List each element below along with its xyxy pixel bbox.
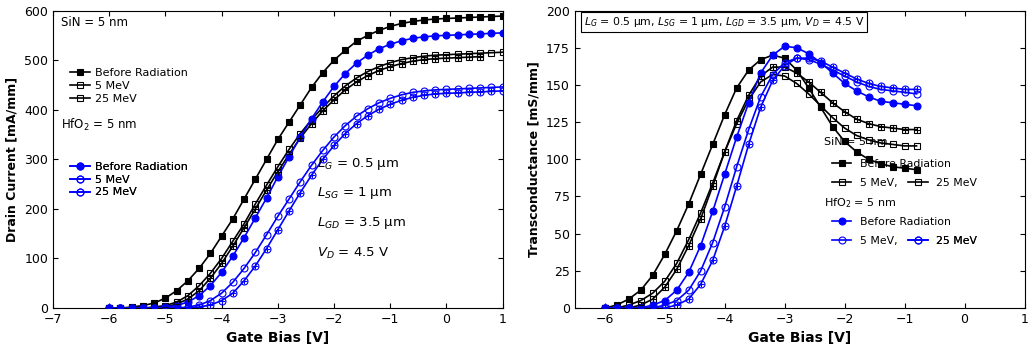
X-axis label: Gate Bias [V]: Gate Bias [V]: [226, 331, 330, 345]
Text: HfO$_2$ = 5 nm: HfO$_2$ = 5 nm: [824, 197, 896, 210]
Text: $L_G$ = 0.5 μm: $L_G$ = 0.5 μm: [317, 156, 399, 172]
Legend: 25 MeV: 25 MeV: [904, 232, 982, 250]
Text: $L_{GD}$ = 3.5 μm: $L_{GD}$ = 3.5 μm: [317, 215, 406, 231]
Text: $V_D$ = 4.5 V: $V_D$ = 4.5 V: [317, 246, 390, 261]
Text: $L_{SG}$ = 1 μm: $L_{SG}$ = 1 μm: [317, 185, 392, 201]
Text: SiN = 5 nm: SiN = 5 nm: [61, 15, 128, 28]
Legend: Before Radiation, 5 MeV, 25 MeV: Before Radiation, 5 MeV, 25 MeV: [65, 157, 192, 202]
Y-axis label: Drain Current [mA/mm]: Drain Current [mA/mm]: [5, 77, 19, 242]
X-axis label: Gate Bias [V]: Gate Bias [V]: [748, 331, 851, 345]
Text: HfO$_2$ = 5 nm: HfO$_2$ = 5 nm: [61, 117, 138, 133]
Y-axis label: Transconductance [mS/mm]: Transconductance [mS/mm]: [527, 61, 541, 257]
Text: $L_G$ = 0.5 μm, $L_{SG}$ = 1 μm, $L_{GD}$ = 3.5 μm, $V_D$ = 4.5 V: $L_G$ = 0.5 μm, $L_{SG}$ = 1 μm, $L_{GD}…: [584, 15, 864, 29]
Text: SiN = 5 nm: SiN = 5 nm: [824, 137, 888, 147]
